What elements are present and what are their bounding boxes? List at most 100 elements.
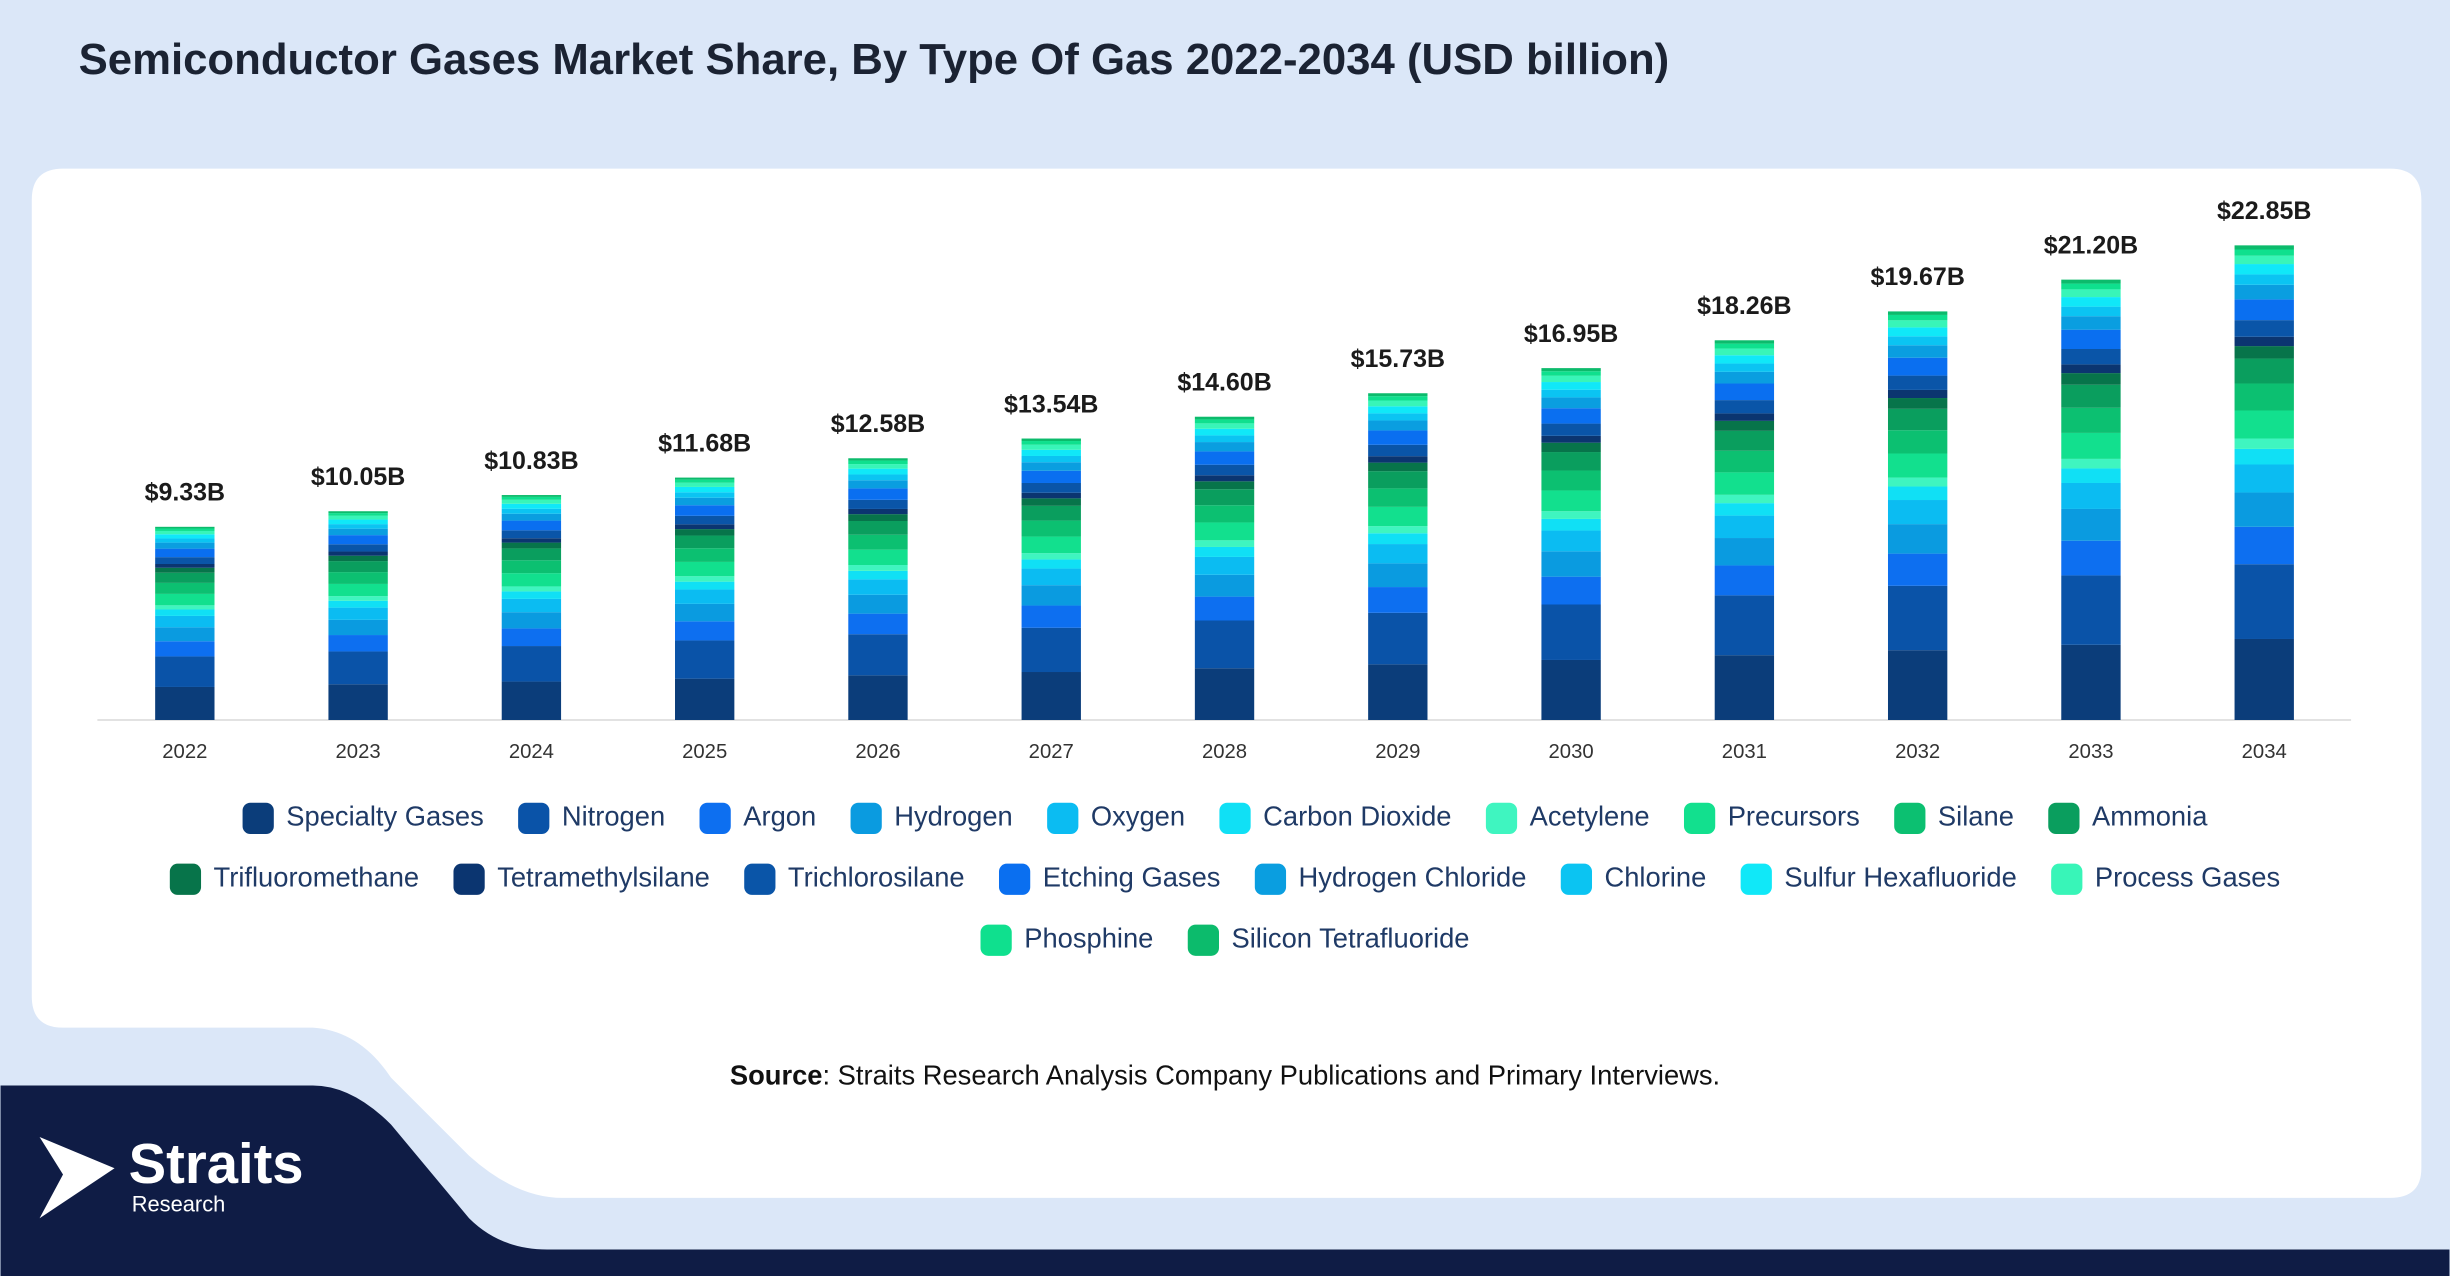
legend-label: Ammonia bbox=[2092, 801, 2208, 832]
bar-segment bbox=[848, 675, 908, 720]
logo-name: Straits bbox=[129, 1132, 304, 1195]
bar-segment bbox=[1887, 375, 1948, 390]
legend-item: Acetylene bbox=[1485, 801, 1650, 835]
bar-segment bbox=[2061, 575, 2121, 645]
legend-item: Silicon Tetrafluoride bbox=[1187, 922, 1469, 956]
bar-segment bbox=[1021, 462, 1081, 471]
bar-segment bbox=[155, 567, 215, 573]
bar-segment bbox=[1887, 500, 1948, 525]
bar-segment bbox=[1021, 536, 1081, 554]
bar-segment bbox=[501, 495, 562, 497]
bar-segment bbox=[1714, 348, 1775, 356]
bar-segment bbox=[1714, 343, 1775, 349]
total-label: $22.85B bbox=[2217, 197, 2311, 225]
bar-segment bbox=[155, 656, 215, 687]
bar-segment bbox=[1887, 398, 1948, 409]
bar-segment bbox=[328, 583, 388, 597]
total-label: $10.05B bbox=[311, 463, 405, 491]
bar-segment bbox=[1021, 559, 1081, 569]
legend-swatch bbox=[850, 802, 882, 835]
bar-segment bbox=[1194, 505, 1255, 523]
bar-segment bbox=[1887, 650, 1948, 720]
legend-swatch bbox=[744, 863, 776, 895]
legend-swatch bbox=[699, 802, 731, 835]
bar-segment bbox=[328, 607, 388, 620]
bar-segment bbox=[1194, 546, 1255, 557]
bar-segment bbox=[1714, 655, 1775, 720]
legend-label: Process Gases bbox=[2095, 862, 2280, 893]
total-label: $9.33B bbox=[145, 479, 226, 507]
bar-segment bbox=[1541, 382, 1601, 390]
bar-segment bbox=[1541, 659, 1601, 720]
bar-segment bbox=[848, 570, 908, 580]
bar-segment bbox=[1021, 449, 1081, 456]
legend-item: Nitrogen bbox=[518, 801, 665, 835]
bar-segment bbox=[1887, 336, 1948, 346]
legend-swatch bbox=[1485, 802, 1518, 835]
bar-segment bbox=[328, 528, 388, 536]
legend-swatch bbox=[2048, 802, 2080, 835]
bar-segment bbox=[328, 544, 388, 552]
bar-segment bbox=[1368, 413, 1428, 421]
bar-segment bbox=[1887, 314, 1948, 321]
legend-label: Argon bbox=[743, 801, 816, 832]
bar-segment bbox=[675, 524, 735, 530]
bar-segment bbox=[1714, 355, 1775, 364]
legend-item: Chlorine bbox=[1560, 862, 1706, 895]
x-tick-label: 2030 bbox=[1549, 741, 1594, 763]
x-tick-label: 2029 bbox=[1375, 741, 1420, 763]
bar-segment bbox=[1368, 533, 1428, 545]
bar-segment bbox=[1021, 627, 1081, 673]
bar-segment bbox=[155, 563, 215, 568]
bar-segment bbox=[155, 534, 215, 539]
bar-segment bbox=[848, 613, 908, 635]
bar-segment bbox=[1021, 482, 1081, 493]
bar-segment bbox=[328, 515, 388, 520]
legend-item: Ammonia bbox=[2048, 801, 2208, 835]
bar-segment bbox=[155, 548, 215, 558]
bar-segment bbox=[1194, 428, 1255, 436]
bar-segment bbox=[1368, 664, 1428, 720]
bar-segment bbox=[675, 603, 735, 622]
legend-swatch bbox=[1187, 924, 1219, 956]
bar-segment bbox=[2061, 540, 2121, 576]
bar-segment bbox=[675, 678, 735, 720]
legend-label: Etching Gases bbox=[1043, 862, 1221, 893]
bar-segment bbox=[328, 596, 388, 601]
bar-segment bbox=[2234, 448, 2294, 465]
bar-segment bbox=[848, 565, 908, 571]
legend-label: Specialty Gases bbox=[286, 801, 483, 832]
bar-segment bbox=[1194, 416, 1255, 420]
bar-segment bbox=[675, 621, 735, 641]
bar-segment bbox=[1368, 400, 1428, 407]
bar-segment bbox=[848, 468, 908, 475]
bar-segment bbox=[675, 581, 735, 590]
bar-segment bbox=[1887, 524, 1948, 554]
bar-segment bbox=[2234, 638, 2294, 720]
bar-segment bbox=[1194, 540, 1255, 547]
bar-segment bbox=[848, 508, 908, 515]
legend-label: Nitrogen bbox=[562, 801, 665, 832]
legend-label: Tetramethylsilane bbox=[497, 862, 710, 893]
bar-segment bbox=[328, 651, 388, 685]
bar-segment bbox=[2061, 289, 2121, 298]
bar-segment bbox=[2061, 297, 2121, 307]
bar-segment bbox=[328, 535, 388, 545]
bar-segment bbox=[2234, 245, 2294, 250]
bar-segment bbox=[2061, 283, 2121, 290]
bar-segment bbox=[501, 520, 562, 531]
bar-segment bbox=[1541, 604, 1601, 660]
x-tick-label: 2034 bbox=[2242, 741, 2287, 763]
bar-segment bbox=[1368, 420, 1428, 431]
total-label: $16.95B bbox=[1524, 320, 1618, 348]
bar-segment bbox=[1887, 553, 1948, 586]
bar-segment bbox=[328, 635, 388, 652]
bar-segment bbox=[501, 612, 562, 629]
legend-item: Process Gases bbox=[2051, 862, 2280, 895]
bar-segment bbox=[1021, 455, 1081, 463]
legend-swatch bbox=[1254, 863, 1287, 895]
legend-label: Trichlorosilane bbox=[788, 862, 965, 893]
source-label: Source bbox=[730, 1060, 823, 1091]
x-tick-label: 2033 bbox=[2068, 741, 2113, 763]
bar-segment bbox=[1194, 489, 1255, 506]
